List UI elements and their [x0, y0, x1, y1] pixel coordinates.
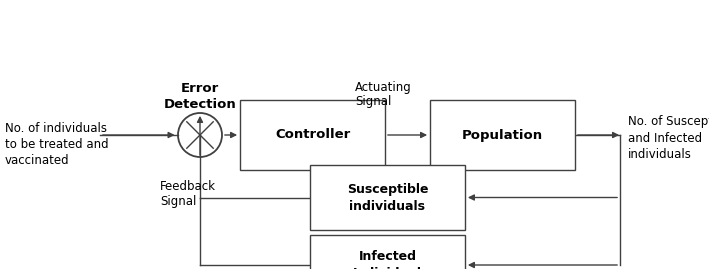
Text: individuals: individuals	[628, 147, 692, 161]
Text: and Infected: and Infected	[628, 132, 702, 144]
Bar	[430, 100, 575, 170]
Text: Feedback: Feedback	[160, 179, 216, 193]
Text: Susceptible
individuals: Susceptible individuals	[347, 182, 428, 213]
Text: Controller: Controller	[275, 129, 350, 141]
Text: Actuating: Actuating	[355, 82, 412, 94]
Text: Signal: Signal	[355, 95, 391, 108]
Text: Detection: Detection	[164, 97, 236, 111]
Text: Signal: Signal	[160, 194, 196, 207]
Text: No. of individuals: No. of individuals	[5, 122, 107, 134]
Text: vaccinated: vaccinated	[5, 154, 69, 167]
Bar	[310, 165, 465, 230]
Text: to be treated and: to be treated and	[5, 137, 108, 150]
Bar	[240, 100, 385, 170]
Text: No. of Susceptible: No. of Susceptible	[628, 115, 709, 129]
Text: Error: Error	[181, 82, 219, 94]
Bar	[310, 235, 465, 269]
Text: Infected
Individual: Infected Individual	[353, 250, 422, 269]
Text: Population: Population	[462, 129, 543, 141]
